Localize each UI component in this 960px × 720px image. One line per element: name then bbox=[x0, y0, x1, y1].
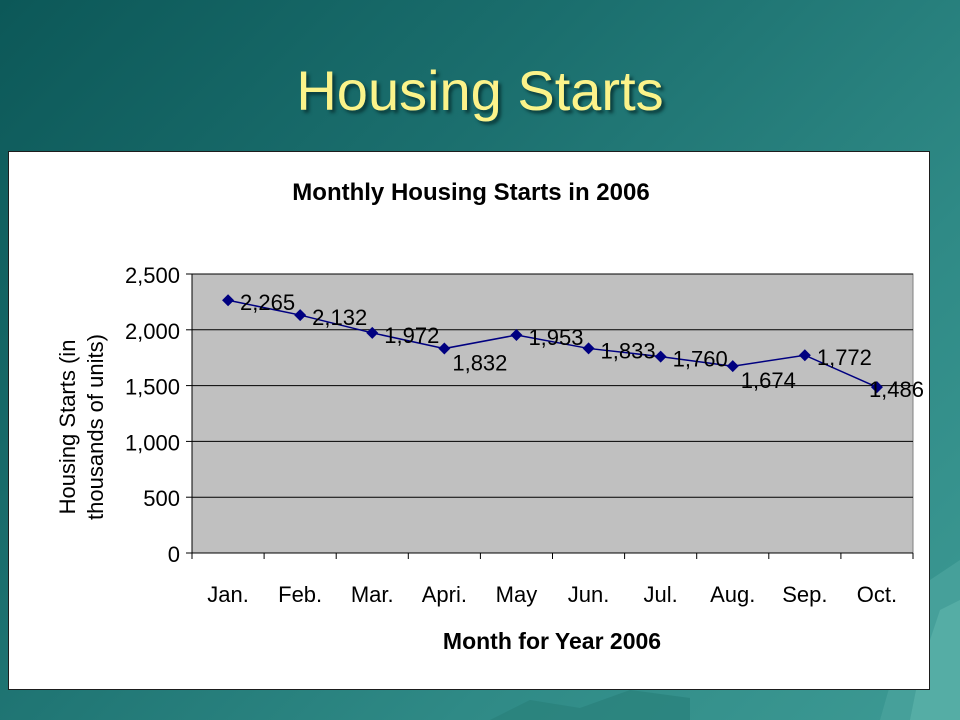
data-point-marker bbox=[798, 349, 811, 362]
y-tick-label: 2,000 bbox=[125, 319, 180, 344]
data-label: 1,760 bbox=[673, 347, 728, 372]
x-tick-label: Oct. bbox=[857, 582, 897, 607]
y-axis-title-line-2: thousands of units) bbox=[83, 334, 108, 520]
data-point-marker bbox=[294, 309, 307, 322]
x-tick-label: May bbox=[496, 582, 538, 607]
x-tick-label: Apri. bbox=[422, 582, 467, 607]
decorative-wave-graphic bbox=[490, 690, 690, 720]
data-label: 1,486 bbox=[869, 377, 924, 402]
x-tick-label: Jul. bbox=[644, 582, 678, 607]
chart-panel: Monthly Housing Starts in 2006 Month for… bbox=[8, 151, 930, 690]
y-tick-label: 2,500 bbox=[125, 263, 180, 288]
plot-area bbox=[191, 273, 914, 554]
x-axis-title: Month for Year 2006 bbox=[443, 628, 661, 654]
data-label: 1,953 bbox=[528, 325, 583, 350]
data-point-marker bbox=[726, 360, 739, 373]
x-tick-label: Aug. bbox=[710, 582, 755, 607]
y-axis-title: Housing Starts (in thousands of units) bbox=[55, 334, 108, 520]
x-tick-label: Feb. bbox=[278, 582, 322, 607]
data-label: 1,972 bbox=[384, 323, 439, 348]
y-tick-label: 1,000 bbox=[125, 430, 180, 455]
data-label: 2,265 bbox=[240, 290, 295, 315]
line-chart: Monthly Housing Starts in 2006 Month for… bbox=[55, 179, 924, 654]
slide-title: Housing Starts bbox=[296, 59, 664, 122]
x-tick-label: Mar. bbox=[351, 582, 394, 607]
data-label: 1,832 bbox=[452, 351, 507, 376]
data-point-marker bbox=[510, 329, 523, 342]
y-tick-label: 500 bbox=[143, 486, 180, 511]
data-point-marker bbox=[222, 294, 235, 307]
data-point-marker bbox=[438, 342, 451, 355]
y-axis-title-line-1: Housing Starts (in bbox=[55, 340, 80, 515]
y-tick-label: 0 bbox=[168, 542, 180, 567]
x-tick-label: Jun. bbox=[568, 582, 610, 607]
data-point-marker bbox=[654, 350, 667, 363]
data-label: 1,674 bbox=[741, 368, 796, 393]
data-label: 2,132 bbox=[312, 305, 367, 330]
data-label: 1,772 bbox=[817, 345, 872, 370]
data-point-marker bbox=[582, 342, 595, 355]
data-point-marker bbox=[366, 326, 379, 339]
y-tick-label: 1,500 bbox=[125, 375, 180, 400]
data-label: 1,833 bbox=[601, 338, 656, 363]
x-tick-label: Jan. bbox=[207, 582, 249, 607]
series-line bbox=[227, 299, 878, 388]
data-point-marker bbox=[870, 381, 883, 394]
chart-title: Monthly Housing Starts in 2006 bbox=[292, 179, 649, 206]
x-tick-label: Sep. bbox=[782, 582, 827, 607]
